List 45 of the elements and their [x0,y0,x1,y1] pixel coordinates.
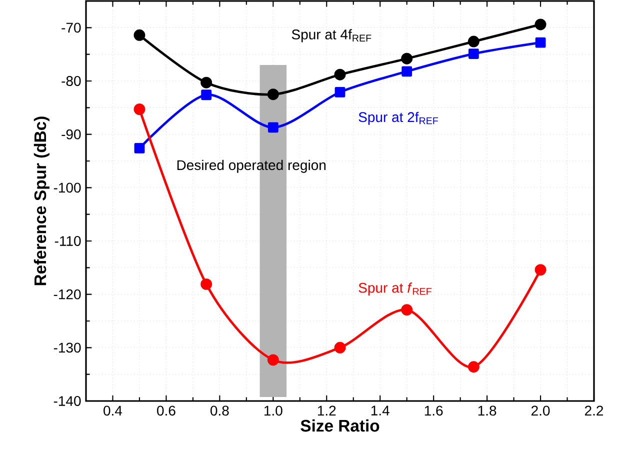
x-tick-label: 0.4 [104,406,122,416]
point [334,342,346,354]
y-tick-label: -130 [54,342,81,353]
y-tick-label: -140 [54,396,81,406]
point [200,278,212,290]
point [200,76,212,88]
point [267,88,279,100]
point [401,52,413,64]
y-tick-label: -100 [54,182,81,193]
point [334,68,346,80]
y-tick-label: -70 [62,22,81,33]
x-tick-label: 0.6 [157,406,176,416]
point [468,48,479,60]
band-label: Desired operated region [177,160,326,173]
y-tick-label: -90 [62,129,81,140]
x-axis-title: Size Ratio [300,419,380,432]
point [468,361,480,373]
point [468,36,480,48]
x-tick-label: 2.2 [584,406,604,416]
point [201,90,212,100]
x-tick-label: 1.6 [424,406,443,416]
x-tick-label: 1.2 [318,406,336,416]
point [402,66,412,77]
point [267,354,279,366]
series-label: Spur at f$_{REF}$ [358,282,432,296]
point [268,122,278,133]
point [134,104,146,116]
point [401,304,413,316]
point [534,18,546,30]
point [534,264,546,276]
x-tick-label: 2.0 [532,406,550,416]
point [334,87,346,98]
y-tick-label: -120 [54,289,81,300]
point [134,143,145,154]
point [134,29,146,41]
x-tick-label: 1.4 [371,406,390,416]
y-tick-label: -80 [62,76,81,86]
x-tick-label: 1.8 [478,406,496,416]
point [535,37,546,48]
series-label: Spur at 4f$_{REF}$ [292,29,372,42]
y-axis-title: Reference Spur (dBc) [34,116,50,286]
x-tick-label: 0.8 [210,406,229,416]
series-label: Spur at 2f$_{REF}$ [358,112,438,125]
y-tick-label: -110 [54,236,81,246]
x-tick-label: 1.0 [264,406,282,416]
